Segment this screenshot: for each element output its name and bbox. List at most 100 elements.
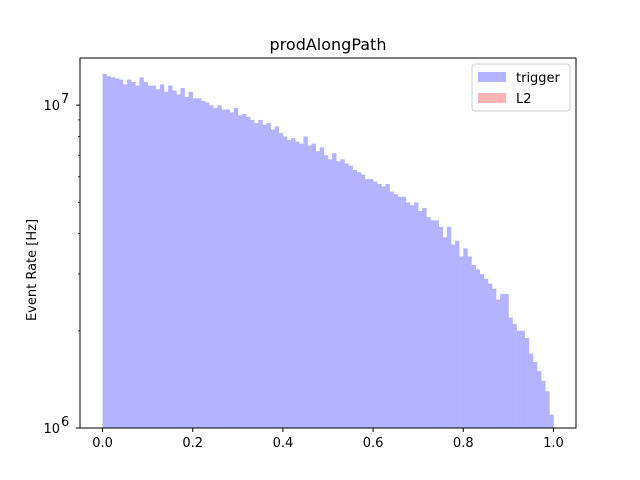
x-tick-label: 0.0	[92, 436, 113, 451]
histogram-bar	[537, 371, 542, 428]
histogram-bar	[414, 202, 419, 428]
histogram-bar	[545, 391, 550, 428]
histogram-bar	[303, 136, 308, 428]
y-tick-label: 10	[43, 422, 60, 437]
histogram-bar	[200, 101, 206, 428]
histogram-bar	[491, 288, 497, 428]
histogram-bar	[377, 183, 382, 428]
histogram-bar	[496, 299, 501, 428]
histogram-bar	[516, 330, 521, 428]
x-ticks: 0.0 0.2 0.4 0.6 0.8 1.0	[92, 428, 564, 451]
histogram-bar	[151, 85, 157, 428]
histogram-bar	[340, 159, 345, 428]
histogram-bar	[213, 108, 218, 429]
histogram-bar	[405, 202, 411, 428]
plot-frame	[79, 57, 577, 429]
histogram-bar	[217, 105, 222, 428]
histogram-bar	[373, 181, 378, 428]
y-tick-exponent: 7	[61, 92, 69, 107]
histogram-bar	[172, 90, 177, 429]
histogram-bar	[307, 145, 312, 428]
histogram-bar	[127, 79, 132, 428]
histogram-bar	[205, 102, 210, 428]
histogram-bar	[434, 220, 439, 428]
histogram-bar	[348, 165, 353, 429]
x-tick-label: 0.8	[453, 436, 474, 451]
histogram-bar	[332, 153, 337, 428]
histogram-bar	[463, 248, 468, 428]
bar-group	[102, 73, 554, 429]
histogram-bar	[504, 294, 509, 428]
histogram-bar	[426, 217, 431, 428]
histogram-bar	[196, 98, 202, 428]
histogram-bar	[246, 116, 251, 429]
histogram-bar	[487, 283, 493, 428]
histogram-bar	[364, 179, 370, 428]
histogram-bar	[512, 323, 517, 428]
histogram-bar	[319, 147, 325, 428]
histogram-bar	[393, 194, 398, 428]
histogram-bar	[291, 138, 296, 428]
histogram-bar	[287, 140, 292, 428]
histogram-bar	[176, 94, 181, 428]
histogram-bar	[131, 81, 136, 428]
histogram-bar	[344, 163, 349, 428]
histogram-bar	[508, 317, 513, 428]
histogram-bar	[221, 109, 226, 428]
histogram-bar	[159, 84, 165, 428]
histogram-bar	[479, 273, 485, 428]
histogram-bar	[368, 179, 374, 428]
y-tick-exponent: 6	[61, 415, 69, 430]
histogram-bar	[483, 278, 489, 428]
legend-swatch	[478, 72, 506, 82]
histogram-bar	[328, 159, 333, 428]
histogram-bar	[188, 91, 194, 428]
histogram-bar	[336, 161, 341, 428]
histogram-bar	[438, 226, 444, 428]
histogram-bar	[262, 124, 267, 428]
histogram-bar	[143, 81, 148, 428]
y-axis-label: Event Rate [Hz]	[25, 219, 40, 321]
histogram-bar	[254, 123, 259, 429]
legend-swatch	[478, 93, 506, 103]
histogram-bar	[274, 126, 280, 428]
chart-title: prodAlongPath	[270, 35, 387, 54]
histogram-bar	[549, 414, 554, 428]
histogram-bar	[229, 112, 235, 428]
histogram-bar	[430, 220, 435, 428]
y-tick-label: 10	[43, 99, 60, 114]
histogram-bar	[389, 191, 394, 428]
histogram-bar	[422, 208, 427, 428]
histogram-bar	[471, 264, 476, 428]
histogram-bar	[135, 85, 140, 428]
histogram-bar	[295, 141, 300, 428]
histogram-bar	[528, 353, 534, 428]
histogram-bar	[192, 98, 198, 428]
histogram-bar	[520, 330, 526, 428]
histogram-bar	[323, 155, 329, 428]
histogram-bar	[114, 78, 120, 428]
histogram-bar	[446, 226, 452, 428]
histogram-bar	[352, 169, 357, 429]
histogram-bar	[102, 73, 107, 429]
histogram-bar	[278, 132, 284, 428]
histogram-bar	[541, 380, 546, 428]
histogram-bar	[118, 79, 124, 428]
histogram-bar	[500, 294, 505, 428]
histogram-bar	[270, 129, 276, 428]
histogram-bar	[110, 77, 116, 428]
x-tick-label: 0.2	[182, 436, 203, 451]
legend-label: L2	[516, 92, 532, 107]
histogram-bar	[459, 256, 464, 428]
histogram-bar	[164, 91, 169, 428]
histogram-bar	[266, 123, 271, 429]
histogram-bar	[123, 84, 128, 428]
histogram-bar	[184, 97, 189, 428]
histogram-bar	[524, 338, 530, 428]
histogram-bar	[442, 237, 448, 428]
histogram-bar	[180, 88, 185, 429]
legend-label: trigger	[516, 71, 561, 86]
histogram-bar	[106, 76, 112, 429]
